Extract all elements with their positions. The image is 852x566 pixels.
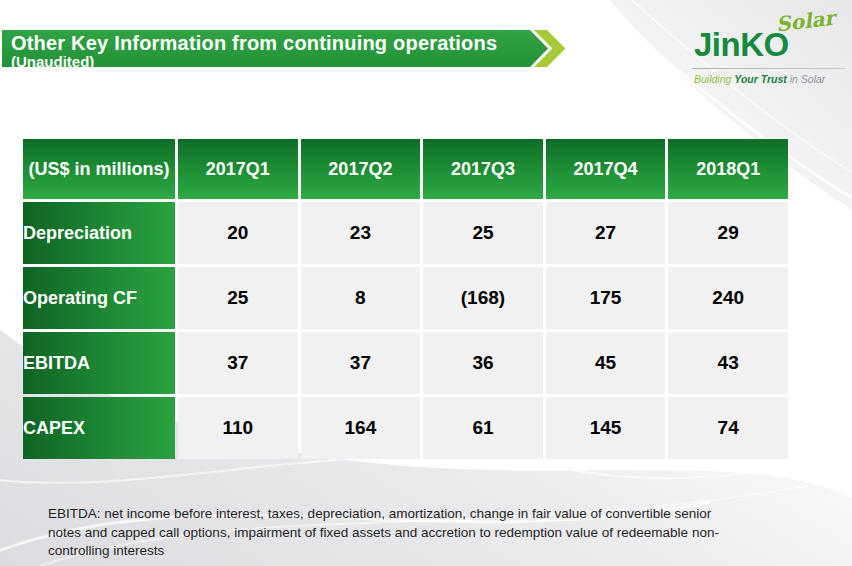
table-cell: 37 [178,332,298,394]
logo-brand-text: JinKO [694,26,789,64]
table-cell: 23 [301,202,421,264]
table-cell: 29 [668,202,788,264]
slide-title: Other Key Information from continuing op… [11,32,497,55]
logo-divider [692,68,845,69]
table-cell: 8 [301,267,421,329]
row-label-capex: CAPEX [23,397,175,459]
title-banner: Other Key Information from continuing op… [2,30,572,67]
table-row-capex: CAPEX 110 164 61 145 74 [23,397,788,459]
tagline-your-trust: Your Trust [734,73,787,85]
slide: Other Key Information from continuing op… [0,0,852,566]
table-cell: 25 [423,202,543,264]
slide-subtitle: (Unaudited) [11,53,94,67]
table-header-2018q1: 2018Q1 [668,139,788,199]
table-header-units: (US$ in millions) [23,139,175,199]
table-cell: 175 [546,267,666,329]
jinko-solar-logo: Solar JinKO Building Your Trust in Solar [686,6,848,86]
table-cell: 37 [301,332,421,394]
key-information-table: (US$ in millions) 2017Q1 2017Q2 2017Q3 2… [20,136,791,462]
row-label-ebitda: EBITDA [23,332,175,394]
table-cell: 61 [423,397,543,459]
table-cell: (168) [423,267,543,329]
table-cell: 25 [178,267,298,329]
row-label-operating-cf: Operating CF [23,267,175,329]
table-row-depreciation: Depreciation 20 23 25 27 29 [23,202,788,264]
table-header-2017q3: 2017Q3 [423,139,543,199]
table-cell: 45 [546,332,666,394]
table-header-2017q4: 2017Q4 [546,139,666,199]
table-cell: 20 [178,202,298,264]
table-cell: 145 [546,397,666,459]
logo-tagline: Building Your Trust in Solar [694,73,825,85]
table-cell: 164 [301,397,421,459]
ebitda-footnote: EBITDA: net income before interest, taxe… [48,505,748,561]
table-cell: 240 [668,267,788,329]
table-row-operating-cf: Operating CF 25 8 (168) 175 240 [23,267,788,329]
table-cell: 110 [178,397,298,459]
tagline-in-solar: in Solar [790,73,826,85]
table-cell: 74 [668,397,788,459]
banner-text: Other Key Information from continuing op… [2,30,532,67]
table-cell: 36 [423,332,543,394]
table-header-2017q2: 2017Q2 [301,139,421,199]
table-cell: 43 [668,332,788,394]
row-label-depreciation: Depreciation [23,202,175,264]
table-header-row: (US$ in millions) 2017Q1 2017Q2 2017Q3 2… [23,139,788,199]
tagline-building: Building [694,73,731,85]
table-header-2017q1: 2017Q1 [178,139,298,199]
table-cell: 27 [546,202,666,264]
table-row-ebitda: EBITDA 37 37 36 45 43 [23,332,788,394]
